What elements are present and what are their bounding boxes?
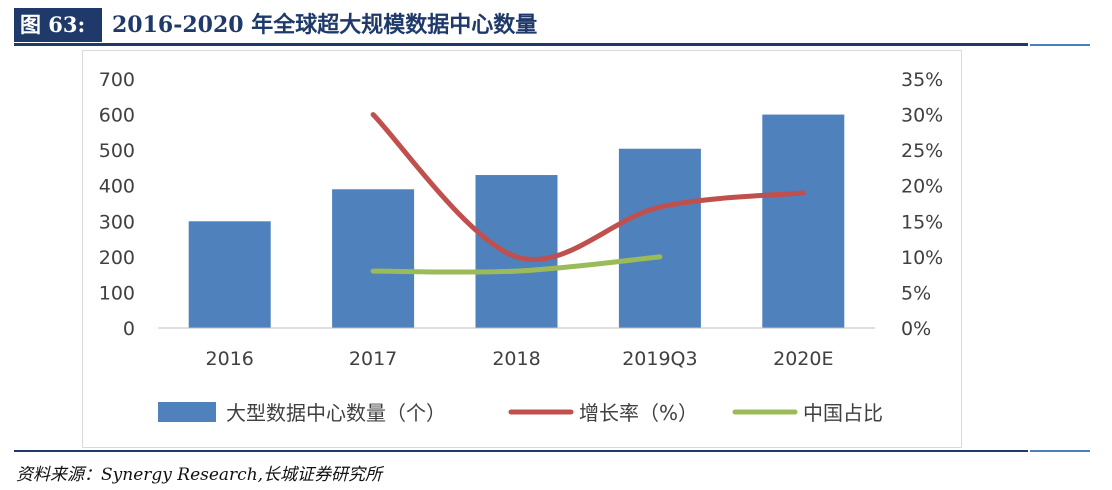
y-left-tick-label: 300 [99, 211, 135, 233]
y-left-tick-label: 100 [99, 282, 135, 304]
y-left-tick-label: 0 [123, 318, 135, 340]
bar [332, 189, 415, 328]
y-left-tick-label: 500 [99, 140, 135, 162]
x-tick-label: 2016 [206, 348, 254, 370]
y-left-tick-label: 700 [99, 69, 135, 91]
y-right-tick-label: 15% [901, 211, 943, 233]
y-right-tick-label: 30% [901, 105, 943, 127]
bottom-rule-accent [1030, 450, 1090, 452]
y-left-tick-label: 200 [99, 247, 135, 269]
bar [475, 175, 558, 328]
y-left-tick-label: 400 [99, 176, 135, 198]
x-tick-label: 2018 [492, 348, 540, 370]
bottom-rule [14, 450, 1028, 452]
bar [762, 114, 845, 328]
y-right-tick-label: 0% [901, 318, 931, 340]
legend-label: 大型数据中心数量（个） [226, 401, 446, 425]
y-right-tick-label: 25% [901, 140, 943, 162]
y-right-tick-label: 5% [901, 282, 931, 304]
figure-number: 图 63: [14, 8, 102, 42]
top-rule [14, 43, 1028, 46]
china-share-line [370, 254, 663, 275]
chart: 0 100 200 300 400 500 600 700 0% 5% 10% 15% 20% 25% 30… [99, 69, 944, 425]
legend-label: 中国占比 [803, 401, 883, 425]
chart-frame: 0 100 200 300 400 500 600 700 0% 5% 10% 15% 20% 25% 30… [82, 50, 962, 448]
source-note: 资料来源：Synergy Research,长城证券研究所 [16, 465, 383, 485]
top-rule-accent [1030, 44, 1090, 46]
x-tick-label: 2017 [349, 348, 397, 370]
bar [618, 148, 701, 328]
y-right-tick-label: 20% [901, 176, 943, 198]
x-tick-label: 2020E [773, 348, 833, 370]
y-right-tick-label: 35% [901, 69, 943, 91]
figure-header: 图 63: 2016-2020 年全球超大规模数据中心数量 [14, 8, 1094, 42]
legend-label: 增长率（%） [579, 401, 698, 425]
bar [188, 221, 271, 328]
y-right-tick-label: 10% [901, 247, 943, 269]
growth-rate-line [370, 112, 806, 263]
figure-title: 2016-2020 年全球超大规模数据中心数量 [112, 12, 538, 38]
legend-swatch-bar [158, 402, 216, 422]
y-left-tick-label: 600 [99, 105, 135, 127]
x-tick-label: 2019Q3 [622, 348, 697, 370]
